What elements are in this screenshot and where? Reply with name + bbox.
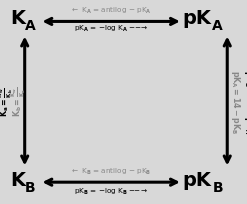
Text: B: B xyxy=(25,181,35,195)
Text: A: A xyxy=(25,19,36,32)
Text: K: K xyxy=(10,9,25,28)
Text: pK$_\mathbf{B}$ = $-$log K$_\mathbf{B}$ $-\!\!-\!\!\rightarrow$: pK$_\mathbf{B}$ = $-$log K$_\mathbf{B}$ … xyxy=(74,187,148,197)
Text: $\mathbf{K_a = \frac{K_w}{K_b}}$: $\mathbf{K_a = \frac{K_w}{K_b}}$ xyxy=(0,87,15,117)
Text: B: B xyxy=(212,181,223,195)
Text: $\mathbf{pK_B = 14 - pK_A}$: $\mathbf{pK_B = 14 - pK_A}$ xyxy=(242,70,247,134)
Text: $\leftarrow$ K$_\mathbf{A}$ = antilog $-$ pK$_\mathbf{A}$: $\leftarrow$ K$_\mathbf{A}$ = antilog $-… xyxy=(70,6,152,16)
Text: K: K xyxy=(10,171,25,190)
Text: A: A xyxy=(212,19,223,32)
Text: pK: pK xyxy=(183,9,212,28)
Text: pK$_\mathbf{A}$ = $-$log K$_\mathbf{A}$ $-\!\!-\!\!\rightarrow$: pK$_\mathbf{A}$ = $-$log K$_\mathbf{A}$ … xyxy=(74,24,148,34)
Text: pK: pK xyxy=(183,171,212,190)
Text: $\mathbf{K_b = \frac{K_w}{K_a}}$: $\mathbf{K_b = \frac{K_w}{K_a}}$ xyxy=(9,87,28,117)
Text: $\leftarrow$ K$_\mathbf{B}$ = antilog $-$ pK$_\mathbf{B}$: $\leftarrow$ K$_\mathbf{B}$ = antilog $-… xyxy=(70,167,152,177)
Text: $\mathbf{pK_A = 14 - pK_B}$: $\mathbf{pK_A = 14 - pK_B}$ xyxy=(229,70,242,134)
